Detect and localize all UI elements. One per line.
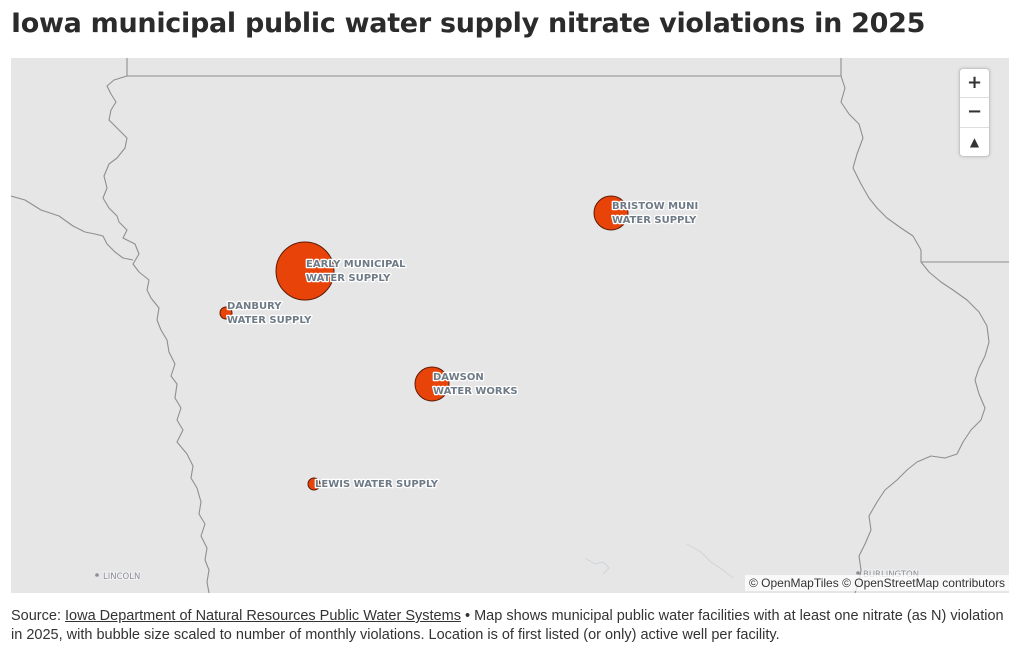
state-border-north bbox=[126, 58, 842, 77]
map-canvas[interactable]: LINCOLN BURLINGTON EARLY MUNICIPAL WATER… bbox=[11, 58, 1009, 593]
bubble-lewis[interactable] bbox=[307, 477, 321, 491]
river-south bbox=[584, 557, 610, 575]
state-border-east bbox=[840, 75, 990, 593]
label-dawson-line2: WATER WORKS bbox=[433, 386, 518, 397]
state-border-west-spur bbox=[11, 195, 134, 261]
bubble-danbury[interactable] bbox=[219, 306, 233, 320]
label-bristow-line2: WATER SUPPLY bbox=[612, 215, 697, 226]
compass-icon[interactable]: ▲ bbox=[960, 126, 989, 156]
label-early-line2: WATER SUPPLY bbox=[306, 273, 391, 284]
city-dot-burlington bbox=[856, 571, 860, 575]
bubble-dawson[interactable] bbox=[414, 366, 450, 402]
map-navigation-controls: + − ▲ bbox=[959, 68, 990, 157]
zoom-in-button[interactable]: + bbox=[960, 69, 989, 97]
city-label-lincoln: LINCOLN bbox=[103, 572, 140, 582]
caption-text: • Map shows municipal public water facil… bbox=[11, 608, 1004, 643]
caption-prefix: Source: bbox=[11, 608, 65, 624]
source-link[interactable]: Iowa Department of Natural Resources Pub… bbox=[65, 608, 461, 624]
label-early-line1: EARLY MUNICIPAL bbox=[306, 259, 406, 270]
label-danbury-line1: DANBURY bbox=[227, 301, 282, 312]
label-bristow-line1: BRISTOW MUNI bbox=[612, 201, 698, 212]
label-danbury-line2: WATER SUPPLY bbox=[227, 315, 312, 326]
map-attribution: © OpenMapTiles © OpenStreetMap contribut… bbox=[744, 575, 1009, 591]
river-southeast bbox=[686, 543, 734, 579]
label-lewis: LEWIS WATER SUPPLY bbox=[315, 479, 439, 490]
bubble-early[interactable] bbox=[275, 241, 335, 301]
zoom-out-button[interactable]: − bbox=[960, 97, 989, 126]
label-dawson-line1: DAWSON bbox=[433, 372, 484, 383]
state-border-west bbox=[102, 75, 210, 593]
page-title: Iowa municipal public water supply nitra… bbox=[11, 8, 926, 39]
bubble-bristow[interactable] bbox=[593, 195, 629, 231]
city-dot-lincoln bbox=[95, 573, 99, 577]
source-caption: Source: Iowa Department of Natural Resou… bbox=[11, 607, 1011, 645]
map-svg[interactable]: LINCOLN BURLINGTON EARLY MUNICIPAL WATER… bbox=[11, 58, 1009, 593]
